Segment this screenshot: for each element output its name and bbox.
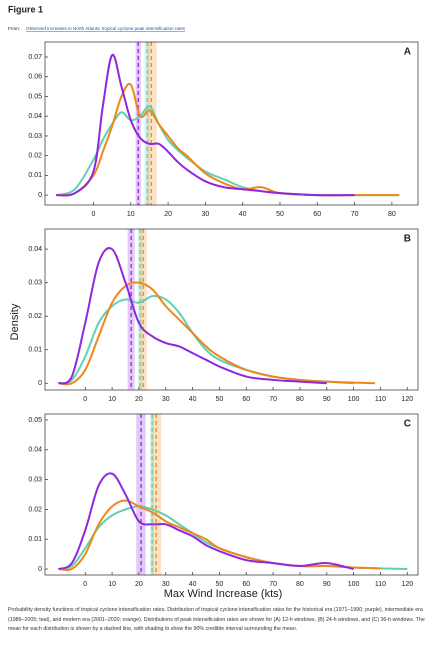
y-tick-label: 0.04 (28, 447, 42, 454)
panel-frame (44, 228, 419, 391)
figure-title: Figure 1 (8, 4, 43, 14)
x-tick-label: 50 (216, 581, 224, 588)
credible-interval (146, 42, 157, 205)
x-tick-label: 60 (313, 211, 321, 218)
credible-interval (135, 42, 141, 205)
x-tick-label: 40 (239, 211, 247, 218)
y-tick-label: 0.01 (28, 347, 42, 354)
y-tick-label: 0.04 (28, 113, 42, 120)
y-tick-label: 0.03 (28, 280, 42, 287)
x-tick-label: 90 (323, 581, 331, 588)
density-curve (58, 294, 354, 385)
x-tick-label: 70 (351, 211, 359, 218)
y-tick-label: 0.05 (28, 93, 42, 100)
density-curve (58, 505, 408, 571)
x-axis-label: Max Wind Increase (kts) (164, 588, 283, 600)
y-tick-label: 0 (38, 192, 42, 199)
y-tick-label: 0.05 (28, 417, 42, 424)
y-tick-label: 0.02 (28, 313, 42, 320)
x-tick-label: 40 (189, 581, 197, 588)
x-tick-label: 30 (201, 211, 209, 218)
x-tick-label: 100 (348, 581, 360, 588)
density-curve (56, 82, 400, 197)
y-tick-label: 0.07 (28, 54, 42, 61)
x-tick-label: 50 (216, 396, 224, 403)
x-tick-label: 80 (296, 581, 304, 588)
x-tick-label: 0 (83, 396, 87, 403)
x-tick-label: 70 (269, 396, 277, 403)
panel-frame (44, 41, 419, 206)
x-tick-label: 120 (401, 396, 413, 403)
y-tick-label: 0.02 (28, 153, 42, 160)
density-curve (58, 281, 376, 386)
x-tick-label: 120 (401, 581, 413, 588)
caption: Probability density functions of tropica… (8, 607, 425, 632)
x-tick-label: 50 (276, 211, 284, 218)
panel-label: C (404, 419, 411, 430)
y-tick-label: 0 (38, 566, 42, 573)
x-tick-label: 0 (92, 211, 96, 218)
density-curve (57, 247, 327, 385)
panel-label: A (404, 47, 411, 58)
y-tick-label: 0 (38, 380, 42, 387)
credible-interval (144, 42, 150, 205)
x-tick-label: 10 (127, 211, 135, 218)
x-tick-label: 100 (348, 396, 360, 403)
density-curve (56, 53, 355, 197)
y-tick-label: 0.01 (28, 172, 42, 179)
x-tick-label: 10 (108, 396, 116, 403)
x-tick-label: 10 (108, 581, 116, 588)
figure: Figure 1 From: Observed increases in Nor… (8, 4, 419, 600)
panel-label: B (404, 234, 411, 245)
x-tick-label: 80 (388, 211, 396, 218)
x-tick-label: 60 (242, 581, 250, 588)
x-tick-label: 80 (296, 396, 304, 403)
x-tick-label: 60 (242, 396, 250, 403)
x-tick-label: 20 (164, 211, 172, 218)
x-tick-label: 20 (135, 396, 143, 403)
y-tick-label: 0.03 (28, 476, 42, 483)
density-curve (55, 105, 400, 197)
y-tick-label: 0.02 (28, 506, 42, 513)
source-link[interactable]: Observed increases in North Atlantic tro… (26, 26, 186, 31)
x-tick-label: 110 (375, 581, 386, 588)
density-curve (58, 499, 381, 572)
x-tick-label: 30 (162, 581, 170, 588)
x-tick-label: 0 (83, 581, 87, 588)
x-tick-label: 40 (189, 396, 197, 403)
y-axis-label: Density (9, 303, 21, 340)
y-tick-label: 0.01 (28, 536, 42, 543)
x-tick-label: 90 (323, 396, 331, 403)
source-prefix: From: (8, 26, 20, 31)
y-tick-label: 0.03 (28, 133, 42, 140)
panel-frame (44, 413, 419, 576)
x-tick-label: 20 (135, 581, 143, 588)
density-curve (58, 472, 354, 571)
x-tick-label: 110 (375, 396, 386, 403)
y-tick-label: 0.06 (28, 74, 42, 81)
y-tick-label: 0.04 (28, 246, 42, 253)
x-tick-label: 70 (269, 581, 277, 588)
x-tick-label: 30 (162, 396, 170, 403)
